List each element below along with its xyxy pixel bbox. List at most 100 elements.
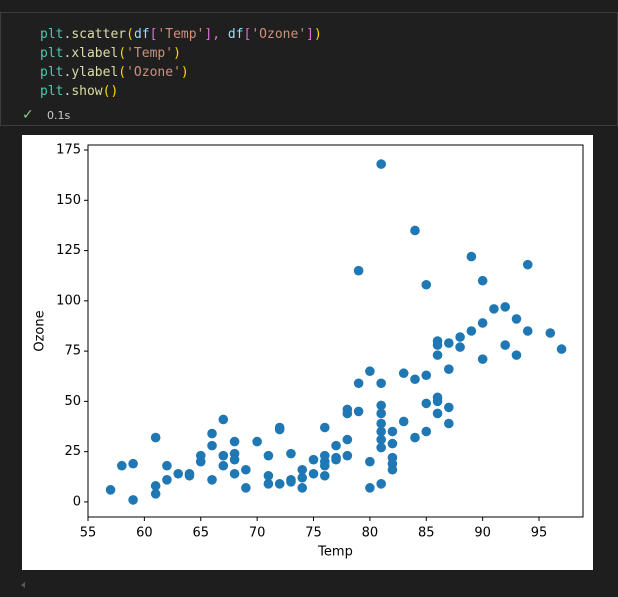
- code-token: ): [181, 65, 189, 80]
- code-token: 'Temp': [126, 46, 173, 61]
- point: [500, 302, 510, 312]
- point: [150, 481, 161, 491]
- point: [353, 265, 364, 276]
- point: [444, 364, 454, 375]
- point: [105, 485, 116, 495]
- point: [466, 251, 477, 262]
- code-token: scatter: [71, 27, 126, 42]
- code-line: plt.scatter(df['Temp'], df['Ozone']): [40, 27, 322, 42]
- code-token: plt: [40, 46, 63, 61]
- point: [455, 342, 465, 352]
- point: [376, 400, 386, 411]
- point: [331, 440, 341, 451]
- point: [297, 483, 308, 493]
- point: [229, 454, 240, 465]
- point: [319, 422, 330, 433]
- point: [511, 314, 522, 324]
- point: [432, 340, 443, 350]
- y-axis-label: Ozone: [33, 310, 48, 351]
- point: [162, 460, 172, 471]
- point: [218, 414, 229, 425]
- x-axis-label: Temp: [317, 545, 353, 560]
- y-tick-label: 75: [64, 344, 81, 359]
- point: [117, 460, 127, 471]
- x-tick-label: 80: [362, 526, 379, 541]
- point: [263, 450, 274, 461]
- point: [241, 464, 251, 475]
- point: [241, 483, 251, 493]
- point: [387, 464, 398, 475]
- point: [286, 448, 296, 459]
- point: [376, 418, 386, 429]
- code-token: ): [314, 27, 322, 42]
- point: [207, 475, 217, 485]
- exec-time: 0.1s: [47, 109, 70, 122]
- point: [410, 225, 420, 236]
- x-tick-label: 75: [305, 526, 322, 541]
- point: [398, 368, 409, 379]
- point: [556, 344, 567, 354]
- output-area: [22, 135, 593, 570]
- code-token: df: [134, 27, 150, 42]
- code-token: plt: [40, 27, 63, 42]
- point: [319, 460, 330, 471]
- point: [398, 416, 409, 427]
- point: [500, 340, 510, 350]
- code-token: ): [173, 46, 181, 61]
- point: [263, 479, 274, 489]
- plot-frame: [87, 144, 584, 518]
- y-tick-label: 175: [56, 143, 81, 158]
- code-cell: [0, 12, 618, 126]
- point: [195, 456, 206, 467]
- point: [432, 408, 443, 419]
- x-tick-label: 85: [418, 526, 435, 541]
- code-token: 'Temp': [157, 27, 204, 42]
- point: [455, 332, 465, 342]
- point: [432, 350, 443, 360]
- point: [376, 426, 386, 437]
- code-token: (: [118, 46, 126, 61]
- point: [376, 378, 386, 389]
- y-tick-label: 100: [56, 293, 81, 308]
- point: [421, 398, 432, 409]
- point: [218, 450, 229, 461]
- point: [353, 406, 364, 417]
- y-tick-label: 0: [73, 494, 81, 509]
- point: [387, 426, 398, 437]
- point: [489, 304, 499, 314]
- x-tick-label: 65: [192, 526, 209, 541]
- point: [444, 338, 454, 348]
- point: [421, 426, 432, 437]
- point: [342, 434, 353, 445]
- code-token: xlabel: [71, 46, 118, 61]
- point: [376, 159, 386, 169]
- point: [184, 470, 195, 481]
- x-tick-label: 90: [474, 526, 491, 541]
- code-token: df: [220, 27, 243, 42]
- code-token: ylabel: [71, 65, 118, 80]
- code-token: (: [118, 65, 126, 80]
- y-tick-label: 25: [64, 444, 81, 459]
- point: [477, 275, 488, 286]
- point: [207, 428, 217, 439]
- point: [252, 436, 262, 447]
- code-token: plt: [40, 84, 63, 99]
- point: [218, 460, 229, 471]
- point: [365, 456, 375, 467]
- point: [477, 354, 488, 364]
- x-tick-label: 70: [249, 526, 266, 541]
- point: [511, 350, 522, 360]
- point: [376, 442, 386, 453]
- scroll-arrow[interactable]: [21, 582, 25, 588]
- code-token: [: [150, 27, 158, 42]
- y-tick-label: 50: [64, 394, 81, 409]
- point: [545, 328, 556, 338]
- point: [410, 374, 420, 385]
- point: [229, 436, 240, 447]
- point: [410, 432, 420, 443]
- code-token: ],: [204, 27, 220, 42]
- point: [466, 326, 477, 336]
- point: [365, 483, 375, 493]
